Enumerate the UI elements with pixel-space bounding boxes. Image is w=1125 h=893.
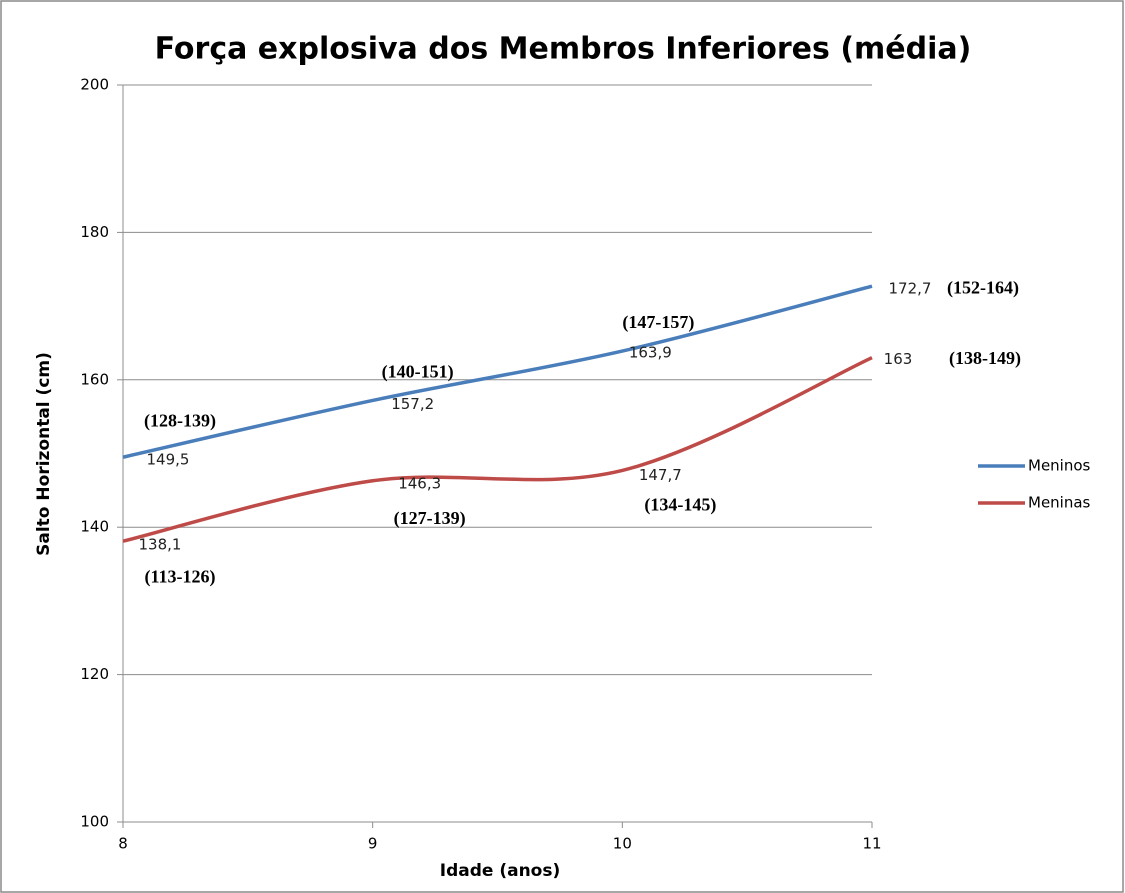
range-label: (128-139) — [144, 410, 216, 431]
x-tick-label: 10 — [613, 835, 632, 853]
x-tick-label: 9 — [368, 835, 378, 853]
x-axis-title: Idade (anos) — [440, 861, 561, 881]
value-label: 138,1 — [139, 536, 182, 554]
y-axis-title: Salto Horizontal (cm) — [34, 352, 54, 556]
y-tick-label: 180 — [80, 223, 109, 241]
range-label: (134-145) — [644, 495, 716, 516]
range-label: (113-126) — [145, 566, 216, 587]
value-label: 157,2 — [391, 395, 434, 413]
value-label: 149,5 — [147, 451, 190, 469]
range-label: (152-164) — [947, 277, 1019, 298]
x-tick-label: 11 — [862, 835, 881, 853]
value-label: 163 — [884, 350, 913, 368]
x-tick-label: 8 — [118, 835, 128, 853]
y-tick-label: 160 — [80, 370, 109, 388]
legend-label: Meninos — [1028, 457, 1091, 475]
value-label: 163,9 — [629, 344, 672, 362]
legend-label: Meninas — [1028, 494, 1091, 512]
range-label: (138-149) — [949, 348, 1021, 369]
range-label: (140-151) — [382, 362, 454, 383]
line — [122, 284, 873, 459]
value-label: 146,3 — [398, 474, 441, 492]
y-tick-label: 140 — [80, 518, 109, 536]
y-tick-label: 100 — [80, 813, 109, 831]
y-tick-label: 200 — [80, 76, 109, 94]
range-label: (127-139) — [394, 508, 466, 529]
value-label: 172,7 — [889, 280, 932, 298]
chart-title: Força explosiva dos Membros Inferiores (… — [155, 32, 972, 67]
range-label: (147-157) — [622, 312, 694, 333]
line — [122, 356, 873, 543]
value-label: 147,7 — [639, 466, 682, 484]
y-tick-label: 120 — [80, 665, 109, 683]
